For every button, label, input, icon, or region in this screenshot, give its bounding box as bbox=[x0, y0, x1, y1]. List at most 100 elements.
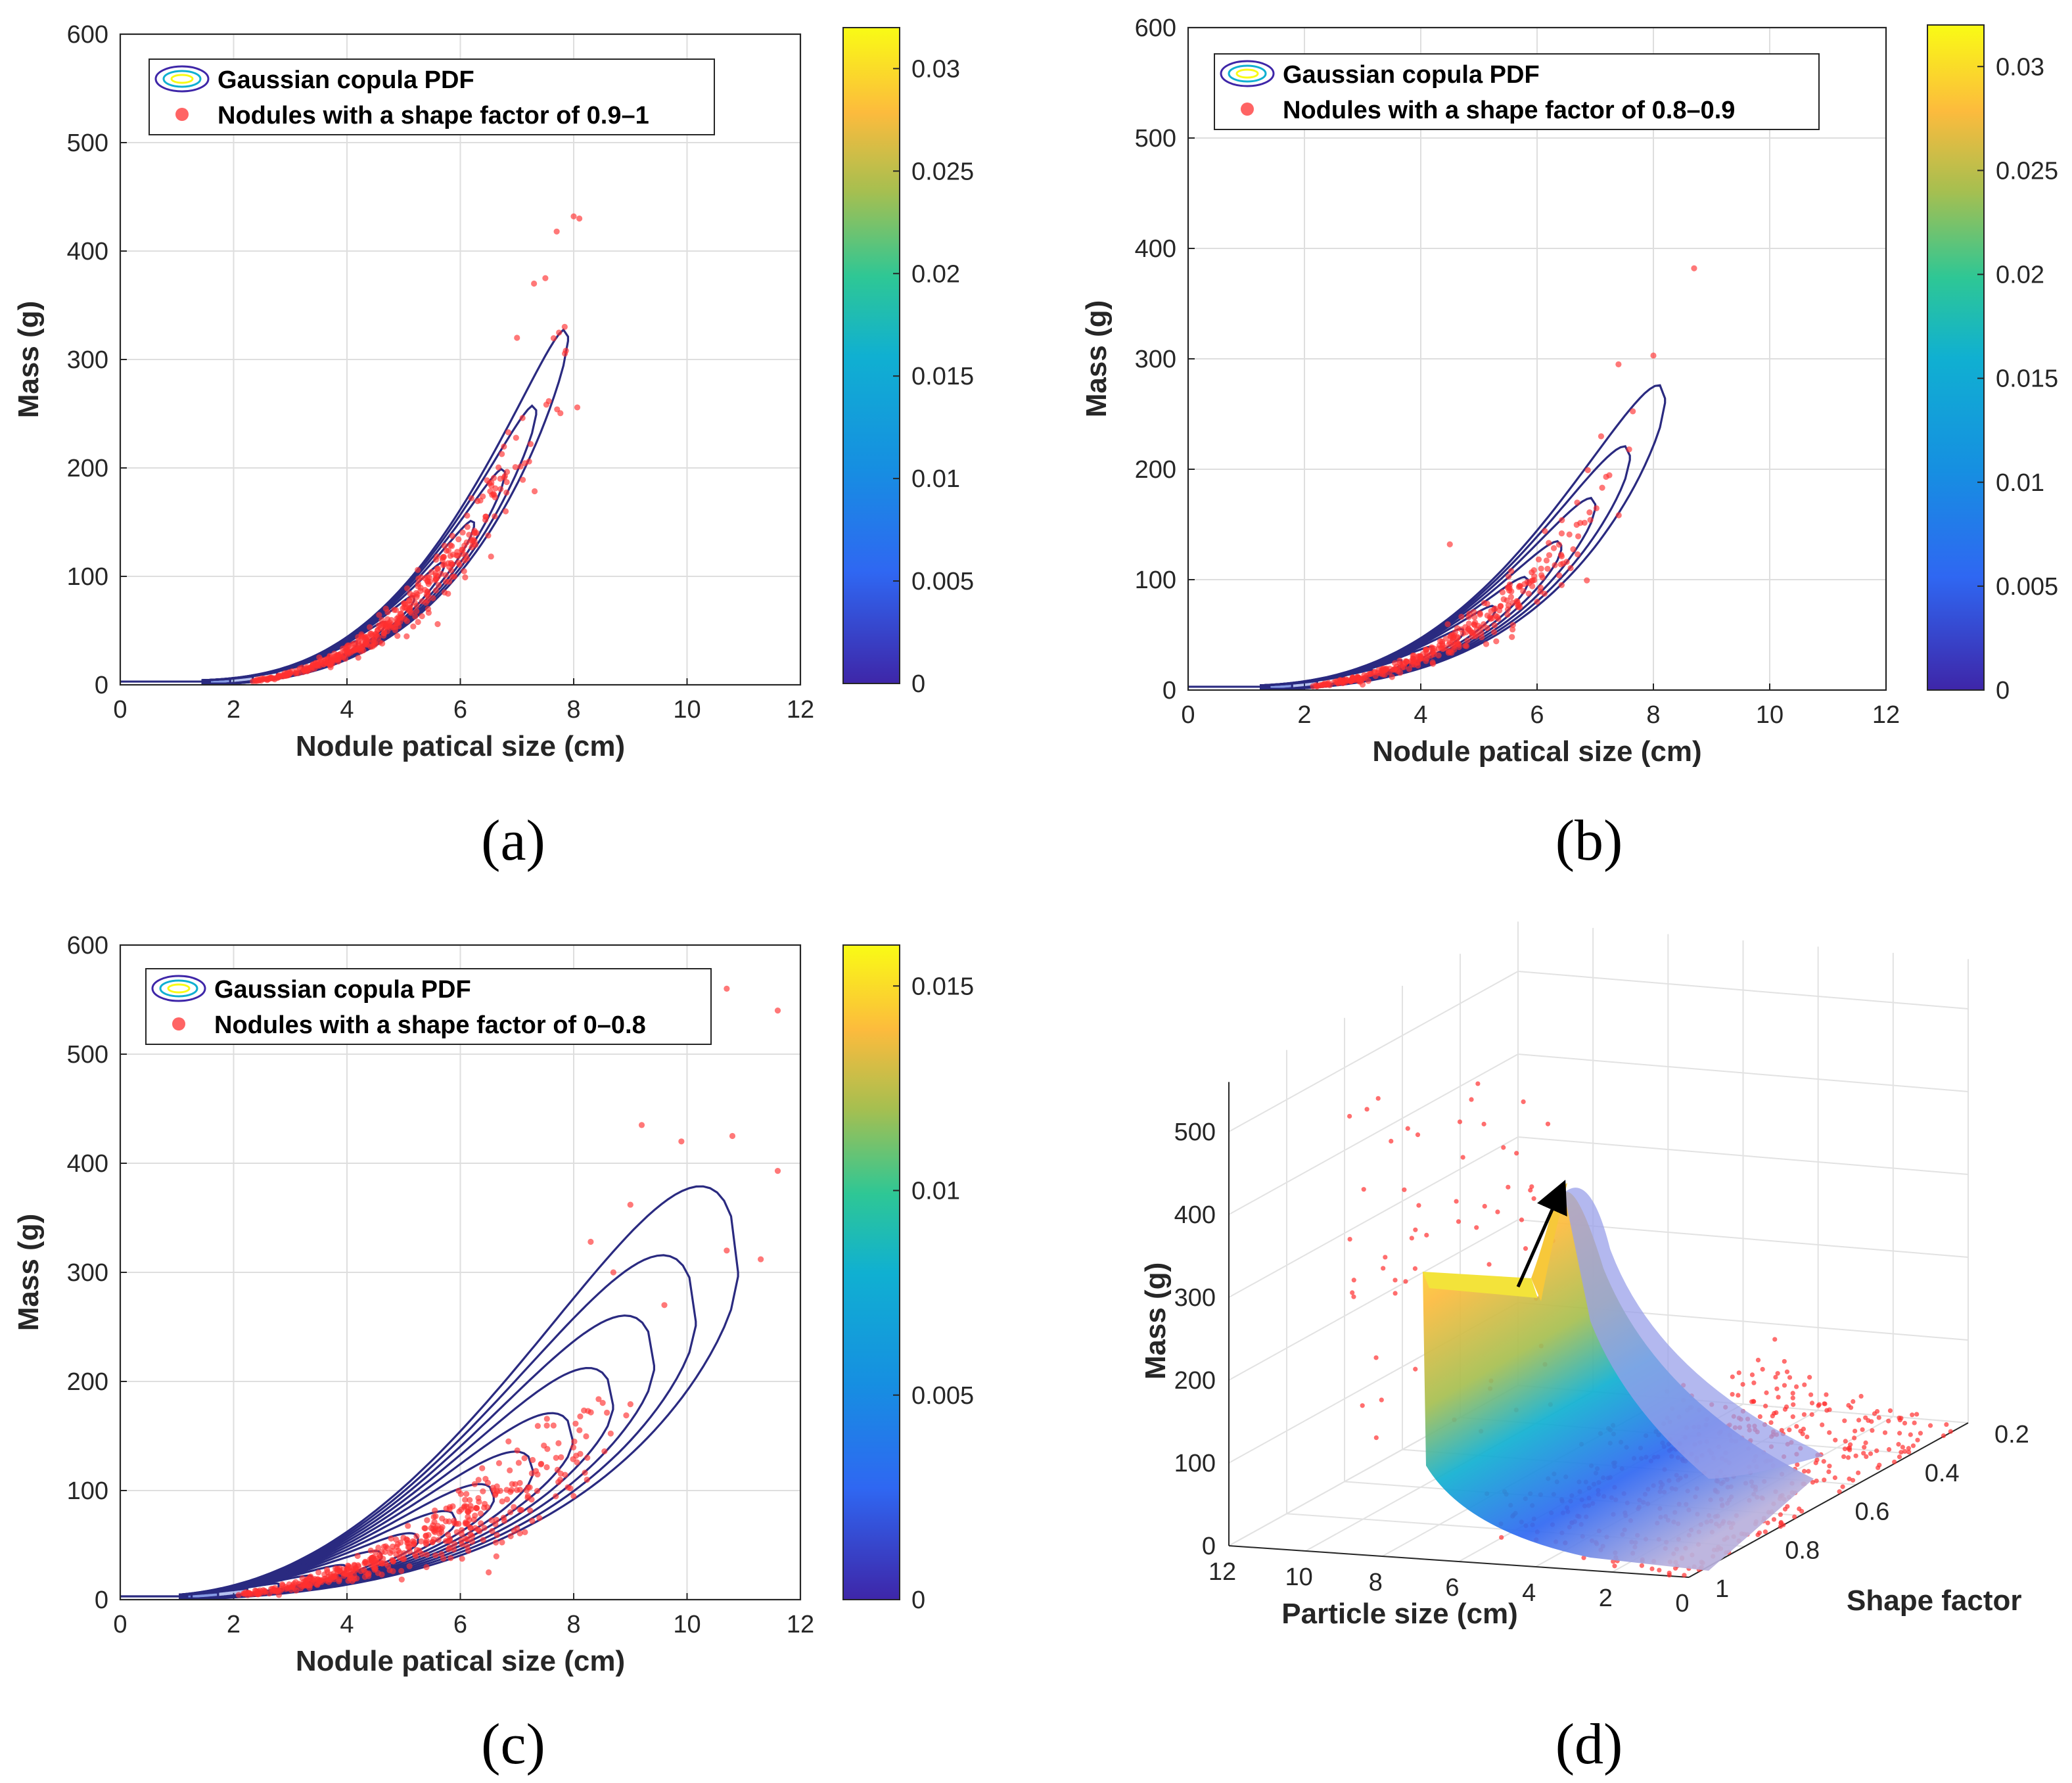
data-point bbox=[1458, 613, 1465, 620]
data-point-3d bbox=[1790, 1395, 1795, 1401]
data-point bbox=[543, 1464, 550, 1471]
data-point bbox=[513, 434, 519, 441]
panel-label-d: (d) bbox=[1555, 1713, 1623, 1776]
data-point bbox=[493, 1516, 500, 1523]
data-point-3d bbox=[1379, 1397, 1384, 1402]
data-point bbox=[570, 1493, 577, 1499]
data-point bbox=[446, 1544, 453, 1551]
data-point-3d bbox=[1475, 1081, 1481, 1086]
data-point-3d bbox=[1755, 1357, 1761, 1363]
data-point bbox=[507, 1467, 513, 1473]
data-point-3d bbox=[1383, 1255, 1388, 1260]
data-point-3d bbox=[1768, 1420, 1774, 1425]
data-point bbox=[1558, 530, 1565, 537]
y-tick-label-3d: 0.8 bbox=[1785, 1537, 1820, 1564]
data-point-3d bbox=[1501, 1145, 1506, 1150]
data-point-3d bbox=[1772, 1410, 1777, 1416]
colorbar-tick-label: 0.01 bbox=[1996, 469, 2044, 497]
data-point bbox=[235, 1592, 242, 1598]
data-point bbox=[425, 597, 431, 604]
data-point bbox=[1535, 556, 1542, 563]
x-axis-label-3d: Particle size (cm) bbox=[1281, 1598, 1518, 1630]
data-point bbox=[1581, 519, 1588, 526]
data-point-3d bbox=[1740, 1381, 1745, 1387]
data-point bbox=[294, 667, 300, 674]
legend-contour-icon bbox=[1228, 64, 1267, 83]
data-point-3d bbox=[1469, 1097, 1474, 1102]
legend-entry-pdf: Gaussian copula PDF bbox=[1283, 61, 1540, 89]
y-tick-label: 200 bbox=[67, 1368, 108, 1396]
data-point-3d bbox=[1751, 1380, 1757, 1385]
data-point bbox=[390, 1558, 397, 1564]
data-point bbox=[497, 486, 504, 492]
data-point bbox=[1435, 652, 1442, 659]
data-point bbox=[550, 335, 557, 342]
data-point bbox=[627, 1401, 633, 1408]
data-point-3d bbox=[1782, 1406, 1788, 1412]
data-point bbox=[464, 512, 471, 519]
data-point bbox=[1444, 621, 1451, 628]
data-point bbox=[557, 410, 564, 417]
data-point-outlier bbox=[355, 655, 361, 661]
data-point-3d bbox=[1897, 1454, 1902, 1460]
data-point-3d bbox=[1416, 1203, 1421, 1208]
data-point bbox=[387, 624, 394, 631]
data-point-3d bbox=[1882, 1430, 1888, 1435]
data-point-3d bbox=[1657, 1567, 1662, 1573]
data-point bbox=[574, 404, 581, 411]
data-point bbox=[576, 1427, 583, 1433]
data-point bbox=[1478, 630, 1485, 636]
data-point bbox=[1552, 562, 1558, 568]
data-point-3d bbox=[1749, 1372, 1755, 1378]
data-point bbox=[315, 1569, 322, 1576]
data-point bbox=[603, 1409, 610, 1416]
data-point-3d bbox=[1794, 1384, 1799, 1389]
data-point bbox=[372, 1549, 379, 1556]
data-point-3d bbox=[1886, 1447, 1892, 1452]
legend-entry-pdf: Gaussian copula PDF bbox=[214, 976, 471, 1004]
data-point-3d bbox=[1826, 1469, 1831, 1474]
data-point bbox=[422, 1525, 428, 1532]
legend-contour-icon bbox=[1220, 60, 1275, 87]
data-point bbox=[1389, 674, 1395, 680]
data-point bbox=[423, 1551, 430, 1558]
data-point bbox=[377, 622, 384, 628]
data-point bbox=[572, 1420, 579, 1427]
data-point bbox=[308, 1580, 315, 1586]
data-point bbox=[505, 1438, 512, 1445]
data-point-3d bbox=[1495, 1209, 1500, 1215]
data-point bbox=[457, 1491, 464, 1497]
data-point bbox=[464, 1508, 471, 1515]
data-point-3d bbox=[1897, 1431, 1902, 1436]
data-point bbox=[1410, 652, 1416, 659]
data-point bbox=[401, 604, 407, 611]
data-point bbox=[517, 1530, 523, 1537]
data-point bbox=[1574, 499, 1580, 506]
data-point bbox=[587, 1409, 594, 1416]
data-point-3d bbox=[1781, 1522, 1786, 1527]
data-point bbox=[531, 488, 538, 495]
data-point-3d bbox=[1864, 1454, 1869, 1460]
side-wall-hgrid bbox=[1228, 971, 1519, 1132]
y-tick-label: 600 bbox=[1135, 14, 1176, 42]
back-wall-hgrid bbox=[1517, 1136, 1969, 1175]
data-point bbox=[556, 329, 563, 336]
data-point bbox=[1593, 505, 1600, 511]
data-point-3d bbox=[1373, 1355, 1379, 1360]
data-point-3d bbox=[1876, 1415, 1881, 1420]
data-point-3d bbox=[1861, 1450, 1866, 1456]
data-point bbox=[1544, 565, 1551, 572]
data-point bbox=[1509, 634, 1515, 640]
data-point-3d bbox=[1773, 1374, 1778, 1380]
data-point bbox=[451, 1540, 458, 1547]
data-point bbox=[508, 1487, 515, 1493]
data-point-3d bbox=[1409, 1236, 1414, 1241]
data-point bbox=[289, 668, 296, 674]
data-point bbox=[1586, 509, 1593, 516]
surface-side bbox=[1564, 1188, 1824, 1479]
data-point bbox=[1584, 467, 1591, 473]
data-point bbox=[1556, 572, 1563, 579]
data-point bbox=[1537, 588, 1544, 595]
data-point bbox=[412, 613, 419, 620]
data-point-3d bbox=[1649, 1566, 1655, 1571]
